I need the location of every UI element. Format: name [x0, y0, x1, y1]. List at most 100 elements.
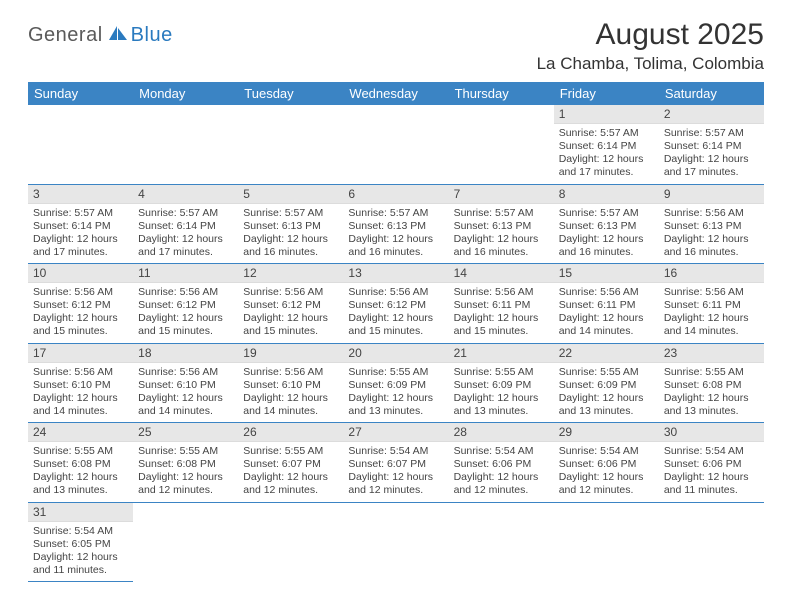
calendar-week-row: 3Sunrise: 5:57 AMSunset: 6:14 PMDaylight…	[28, 184, 764, 264]
calendar-cell	[343, 502, 448, 582]
day-number: 28	[449, 423, 554, 442]
calendar-cell: 30Sunrise: 5:54 AMSunset: 6:06 PMDayligh…	[659, 423, 764, 503]
day-number: 22	[554, 344, 659, 363]
calendar-cell	[554, 502, 659, 582]
calendar-cell: 6Sunrise: 5:57 AMSunset: 6:13 PMDaylight…	[343, 184, 448, 264]
day-number: 19	[238, 344, 343, 363]
day-number: 23	[659, 344, 764, 363]
calendar-cell: 31Sunrise: 5:54 AMSunset: 6:05 PMDayligh…	[28, 502, 133, 582]
day-info: Sunrise: 5:57 AMSunset: 6:14 PMDaylight:…	[133, 204, 238, 264]
day-number: 4	[133, 185, 238, 204]
calendar-cell	[449, 502, 554, 582]
day-number: 31	[28, 503, 133, 522]
calendar-cell: 18Sunrise: 5:56 AMSunset: 6:10 PMDayligh…	[133, 343, 238, 423]
page-header: General Blue August 2025 La Chamba, Toli…	[28, 18, 764, 74]
day-number: 16	[659, 264, 764, 283]
day-info: Sunrise: 5:56 AMSunset: 6:11 PMDaylight:…	[554, 283, 659, 343]
day-number: 15	[554, 264, 659, 283]
calendar-cell: 29Sunrise: 5:54 AMSunset: 6:06 PMDayligh…	[554, 423, 659, 503]
calendar-cell: 4Sunrise: 5:57 AMSunset: 6:14 PMDaylight…	[133, 184, 238, 264]
day-number: 30	[659, 423, 764, 442]
day-info: Sunrise: 5:54 AMSunset: 6:06 PMDaylight:…	[659, 442, 764, 502]
day-info: Sunrise: 5:56 AMSunset: 6:11 PMDaylight:…	[659, 283, 764, 343]
day-number: 8	[554, 185, 659, 204]
day-info: Sunrise: 5:55 AMSunset: 6:08 PMDaylight:…	[28, 442, 133, 502]
day-number: 24	[28, 423, 133, 442]
day-info: Sunrise: 5:57 AMSunset: 6:14 PMDaylight:…	[659, 124, 764, 184]
month-title: August 2025	[537, 18, 764, 52]
day-info: Sunrise: 5:56 AMSunset: 6:10 PMDaylight:…	[133, 363, 238, 423]
calendar-cell: 25Sunrise: 5:55 AMSunset: 6:08 PMDayligh…	[133, 423, 238, 503]
calendar-cell: 16Sunrise: 5:56 AMSunset: 6:11 PMDayligh…	[659, 264, 764, 344]
day-number: 14	[449, 264, 554, 283]
calendar-cell: 8Sunrise: 5:57 AMSunset: 6:13 PMDaylight…	[554, 184, 659, 264]
day-number: 21	[449, 344, 554, 363]
day-info: Sunrise: 5:56 AMSunset: 6:10 PMDaylight:…	[28, 363, 133, 423]
weekday-header: Friday	[554, 82, 659, 105]
weekday-header: Sunday	[28, 82, 133, 105]
calendar-week-row: 31Sunrise: 5:54 AMSunset: 6:05 PMDayligh…	[28, 502, 764, 582]
brand-text-blue: Blue	[131, 24, 173, 47]
brand-text-general: General	[28, 24, 103, 47]
calendar-cell	[659, 502, 764, 582]
weekday-header-row: Sunday Monday Tuesday Wednesday Thursday…	[28, 82, 764, 105]
brand-logo: General Blue	[28, 18, 173, 47]
day-number: 1	[554, 105, 659, 124]
day-info: Sunrise: 5:57 AMSunset: 6:13 PMDaylight:…	[554, 204, 659, 264]
calendar-cell: 19Sunrise: 5:56 AMSunset: 6:10 PMDayligh…	[238, 343, 343, 423]
calendar-page: General Blue August 2025 La Chamba, Toli…	[0, 0, 792, 592]
weekday-header: Wednesday	[343, 82, 448, 105]
calendar-cell: 9Sunrise: 5:56 AMSunset: 6:13 PMDaylight…	[659, 184, 764, 264]
day-info: Sunrise: 5:57 AMSunset: 6:13 PMDaylight:…	[343, 204, 448, 264]
calendar-body: 1Sunrise: 5:57 AMSunset: 6:14 PMDaylight…	[28, 105, 764, 582]
calendar-cell: 28Sunrise: 5:54 AMSunset: 6:06 PMDayligh…	[449, 423, 554, 503]
day-info: Sunrise: 5:57 AMSunset: 6:14 PMDaylight:…	[28, 204, 133, 264]
calendar-cell: 11Sunrise: 5:56 AMSunset: 6:12 PMDayligh…	[133, 264, 238, 344]
day-number: 2	[659, 105, 764, 124]
calendar-cell: 24Sunrise: 5:55 AMSunset: 6:08 PMDayligh…	[28, 423, 133, 503]
calendar-cell: 15Sunrise: 5:56 AMSunset: 6:11 PMDayligh…	[554, 264, 659, 344]
calendar-cell: 21Sunrise: 5:55 AMSunset: 6:09 PMDayligh…	[449, 343, 554, 423]
day-number: 25	[133, 423, 238, 442]
day-number: 17	[28, 344, 133, 363]
calendar-cell	[238, 502, 343, 582]
calendar-cell: 7Sunrise: 5:57 AMSunset: 6:13 PMDaylight…	[449, 184, 554, 264]
calendar-cell: 1Sunrise: 5:57 AMSunset: 6:14 PMDaylight…	[554, 105, 659, 184]
calendar-cell: 27Sunrise: 5:54 AMSunset: 6:07 PMDayligh…	[343, 423, 448, 503]
calendar-cell	[449, 105, 554, 184]
day-info: Sunrise: 5:56 AMSunset: 6:10 PMDaylight:…	[238, 363, 343, 423]
sail-icon	[107, 24, 129, 47]
day-number: 27	[343, 423, 448, 442]
day-number: 10	[28, 264, 133, 283]
calendar-cell: 2Sunrise: 5:57 AMSunset: 6:14 PMDaylight…	[659, 105, 764, 184]
calendar-week-row: 10Sunrise: 5:56 AMSunset: 6:12 PMDayligh…	[28, 264, 764, 344]
calendar-cell: 10Sunrise: 5:56 AMSunset: 6:12 PMDayligh…	[28, 264, 133, 344]
day-number: 7	[449, 185, 554, 204]
day-number: 13	[343, 264, 448, 283]
calendar-cell: 3Sunrise: 5:57 AMSunset: 6:14 PMDaylight…	[28, 184, 133, 264]
calendar-cell	[28, 105, 133, 184]
day-info: Sunrise: 5:55 AMSunset: 6:08 PMDaylight:…	[659, 363, 764, 423]
calendar-week-row: 17Sunrise: 5:56 AMSunset: 6:10 PMDayligh…	[28, 343, 764, 423]
calendar-week-row: 24Sunrise: 5:55 AMSunset: 6:08 PMDayligh…	[28, 423, 764, 503]
location-text: La Chamba, Tolima, Colombia	[537, 54, 764, 74]
weekday-header: Tuesday	[238, 82, 343, 105]
day-info: Sunrise: 5:55 AMSunset: 6:09 PMDaylight:…	[449, 363, 554, 423]
calendar-table: Sunday Monday Tuesday Wednesday Thursday…	[28, 82, 764, 582]
day-info: Sunrise: 5:54 AMSunset: 6:06 PMDaylight:…	[449, 442, 554, 502]
day-info: Sunrise: 5:56 AMSunset: 6:11 PMDaylight:…	[449, 283, 554, 343]
day-number: 3	[28, 185, 133, 204]
title-block: August 2025 La Chamba, Tolima, Colombia	[537, 18, 764, 74]
calendar-cell	[133, 502, 238, 582]
calendar-cell: 22Sunrise: 5:55 AMSunset: 6:09 PMDayligh…	[554, 343, 659, 423]
calendar-week-row: 1Sunrise: 5:57 AMSunset: 6:14 PMDaylight…	[28, 105, 764, 184]
day-info: Sunrise: 5:56 AMSunset: 6:12 PMDaylight:…	[238, 283, 343, 343]
day-info: Sunrise: 5:54 AMSunset: 6:06 PMDaylight:…	[554, 442, 659, 502]
day-info: Sunrise: 5:55 AMSunset: 6:07 PMDaylight:…	[238, 442, 343, 502]
calendar-cell: 17Sunrise: 5:56 AMSunset: 6:10 PMDayligh…	[28, 343, 133, 423]
day-info: Sunrise: 5:56 AMSunset: 6:12 PMDaylight:…	[28, 283, 133, 343]
day-info: Sunrise: 5:54 AMSunset: 6:05 PMDaylight:…	[28, 522, 133, 582]
weekday-header: Saturday	[659, 82, 764, 105]
day-info: Sunrise: 5:56 AMSunset: 6:12 PMDaylight:…	[343, 283, 448, 343]
day-info: Sunrise: 5:57 AMSunset: 6:13 PMDaylight:…	[449, 204, 554, 264]
